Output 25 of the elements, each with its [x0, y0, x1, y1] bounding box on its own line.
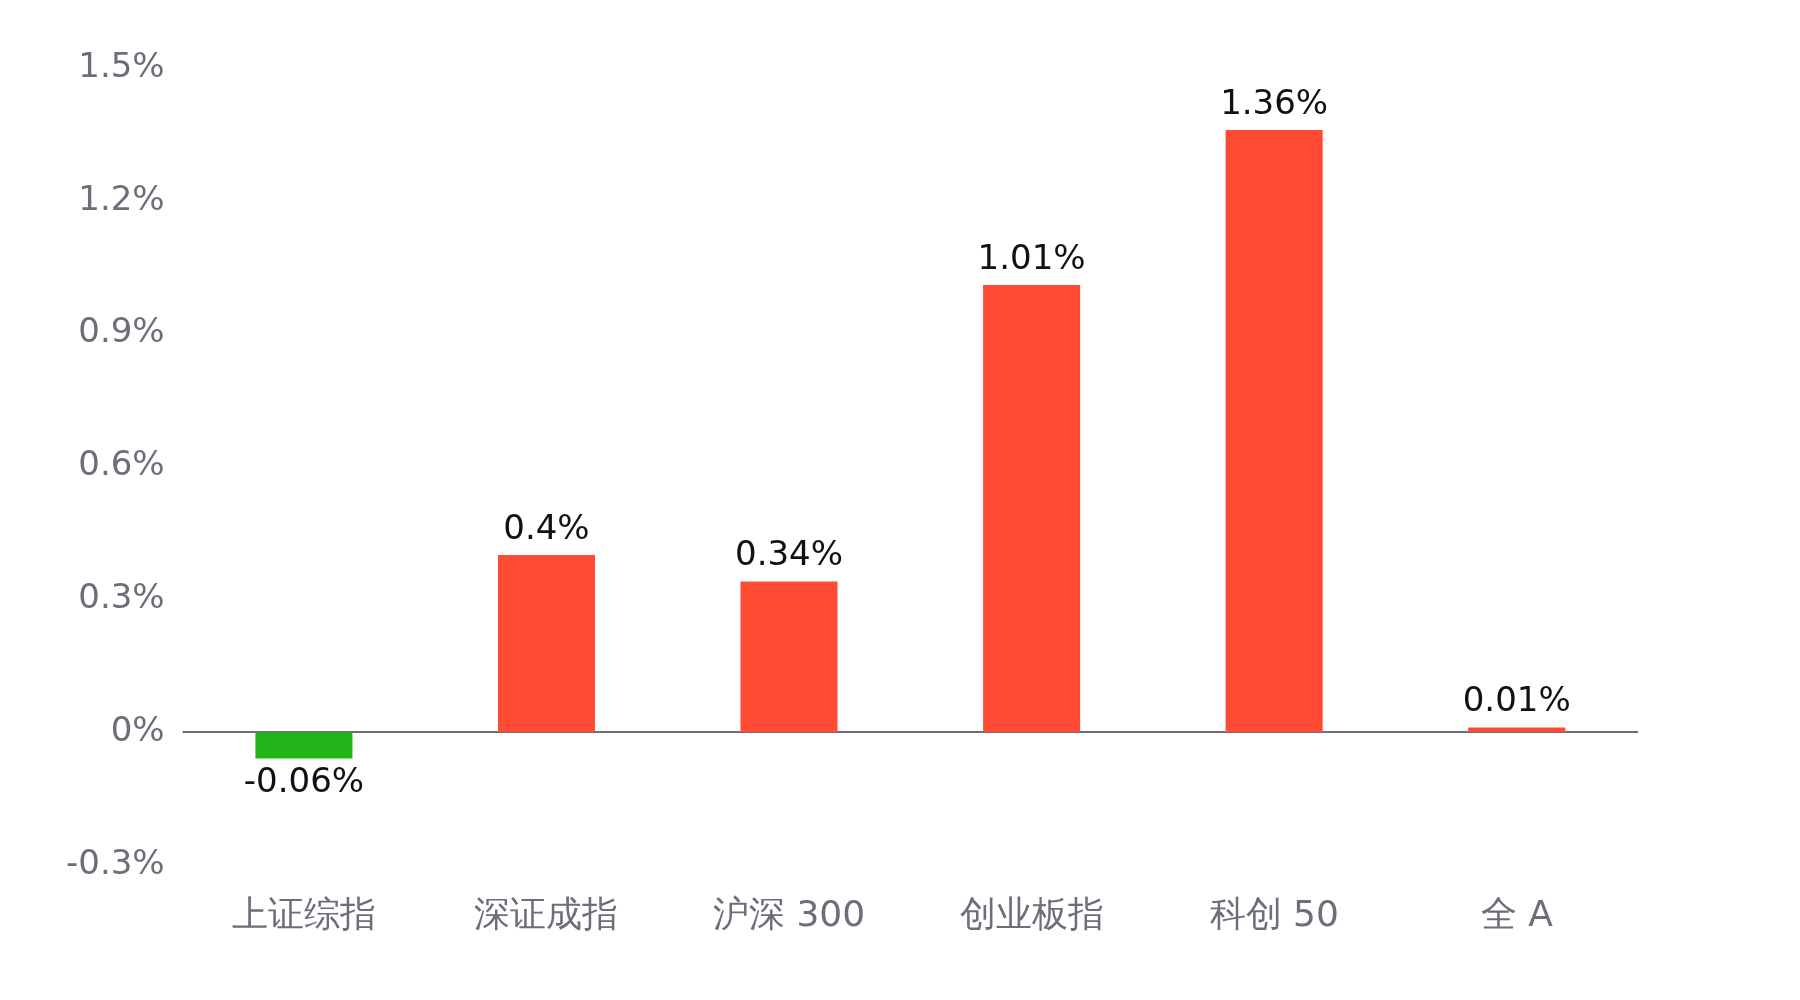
- x-tick-label: 沪深 300: [712, 892, 866, 934]
- x-tick-label: 上证综指: [231, 892, 376, 934]
- x-tick-label: 深证成指: [474, 892, 619, 934]
- bar: [1225, 129, 1323, 732]
- y-tick-label: -0.3%: [65, 841, 165, 882]
- data-label: 0.01%: [1462, 679, 1571, 720]
- x-tick-label: 科创 50: [1209, 892, 1339, 934]
- bar: [983, 284, 1081, 732]
- bar: [497, 554, 595, 732]
- bar: [1468, 727, 1566, 732]
- y-tick-label: 1.5%: [78, 44, 165, 85]
- bar: [255, 732, 353, 759]
- y-tick-label: 0.6%: [78, 443, 165, 484]
- y-tick-label: 0.9%: [78, 310, 165, 351]
- x-tick-label: 全 A: [1480, 892, 1554, 934]
- y-tick-label: 1.2%: [78, 177, 165, 218]
- y-tick-label: 0.3%: [78, 576, 165, 617]
- data-label: 0.34%: [735, 533, 844, 574]
- data-label: 0.4%: [503, 506, 590, 547]
- data-label: 1.36%: [1220, 81, 1329, 122]
- y-tick-label: 0%: [110, 708, 165, 749]
- x-tick-label: 创业板指: [959, 892, 1104, 934]
- data-label: -0.06%: [243, 760, 365, 801]
- bar: [740, 581, 838, 732]
- data-label: 1.01%: [977, 236, 1086, 277]
